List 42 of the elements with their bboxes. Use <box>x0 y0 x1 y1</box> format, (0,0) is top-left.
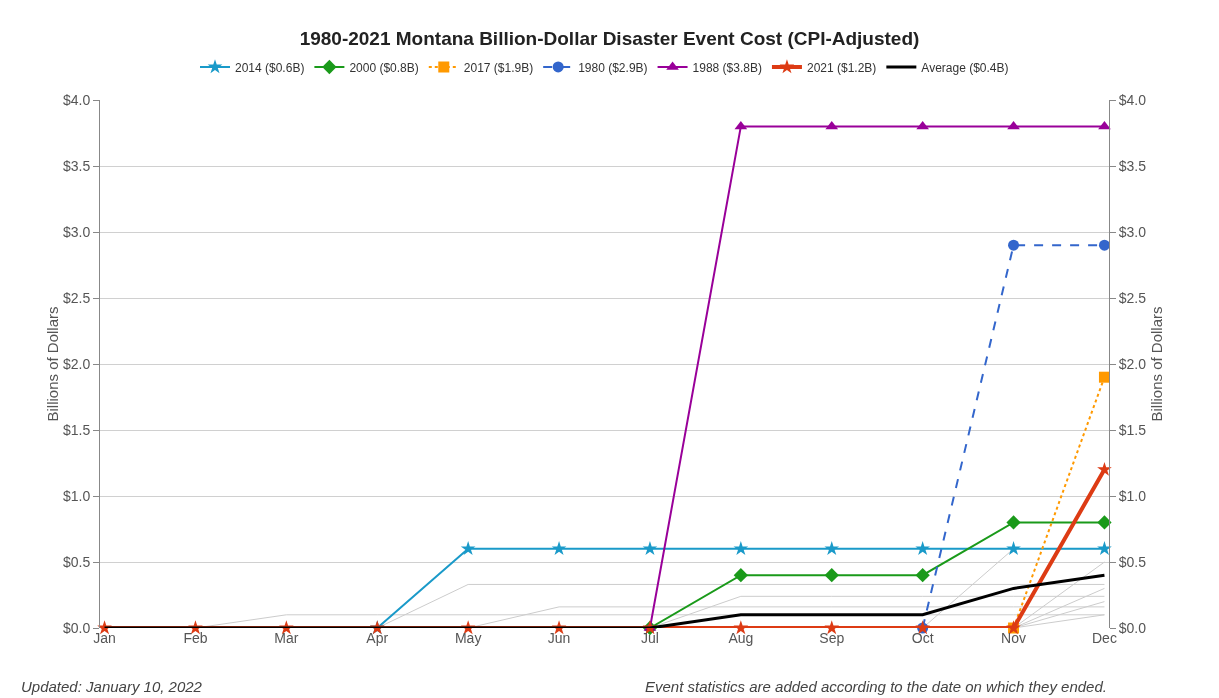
y2-tick-label: $1.5 <box>1118 421 1147 438</box>
chart-title: 1980-2021 Montana Billion-Dollar Disaster Event Cost (CPI-Adjusted) <box>299 27 920 49</box>
legend-label: 1988 ($3.8B) <box>692 60 762 75</box>
y-tick-label: $1.0 <box>62 487 91 504</box>
y2-tick-label: $2.0 <box>1118 355 1147 372</box>
x-tick-label: Mar <box>274 630 299 646</box>
y-tick-label: $0.0 <box>62 619 91 636</box>
y2-tick-label: $0.0 <box>1118 619 1147 636</box>
text: Updated: January 10, 2022 <box>21 678 203 695</box>
x-tick-label: May <box>454 630 482 646</box>
y2-tick-label: $3.5 <box>1118 157 1147 174</box>
y-tick-label: $3.5 <box>62 157 91 174</box>
y-tick-label: $0.5 <box>62 553 91 570</box>
legend-label: Average ($0.4B) <box>921 60 1009 75</box>
y-tick-label: $1.5 <box>62 421 91 438</box>
x-tick-label: Apr <box>366 630 389 646</box>
y2-tick-label: $2.5 <box>1118 289 1147 306</box>
x-tick-label: Dec <box>1092 630 1117 646</box>
x-tick-label: Oct <box>911 630 934 646</box>
legend-label: 2014 ($0.6B) <box>235 60 305 75</box>
legend-label: 2021 ($1.2B) <box>806 60 877 75</box>
y-tick-label: $4.0 <box>62 91 91 108</box>
x-tick-label: Jan <box>93 630 116 646</box>
x-tick-label: Aug <box>728 630 754 646</box>
legend-label: 1980 ($2.9B) <box>578 60 648 75</box>
x-tick-label: Nov <box>1001 630 1026 646</box>
y-tick-label: $2.5 <box>62 289 91 306</box>
y2-tick-label: $4.0 <box>1118 91 1147 108</box>
y-tick-label: $3.0 <box>62 223 91 240</box>
x-tick-label: Jun <box>547 630 571 646</box>
legend-label: 2000 ($0.8B) <box>349 60 419 75</box>
y-tick-label: $2.0 <box>62 355 91 372</box>
y2-axis-title: Billions of Dollars <box>1148 306 1166 422</box>
y-axis-title: Billions of Dollars <box>43 306 61 422</box>
legend-label: 2017 ($1.9B) <box>463 60 534 75</box>
x-tick-label: Jul <box>641 630 659 646</box>
x-tick-label: Feb <box>183 630 208 646</box>
y2-tick-label: $3.0 <box>1118 223 1147 240</box>
text: Event statistics are added according to the date on which they ended. <box>645 678 1107 695</box>
x-tick-label: Sep <box>819 630 845 646</box>
y2-tick-label: $1.0 <box>1118 487 1147 504</box>
y2-tick-label: $0.5 <box>1118 553 1147 570</box>
